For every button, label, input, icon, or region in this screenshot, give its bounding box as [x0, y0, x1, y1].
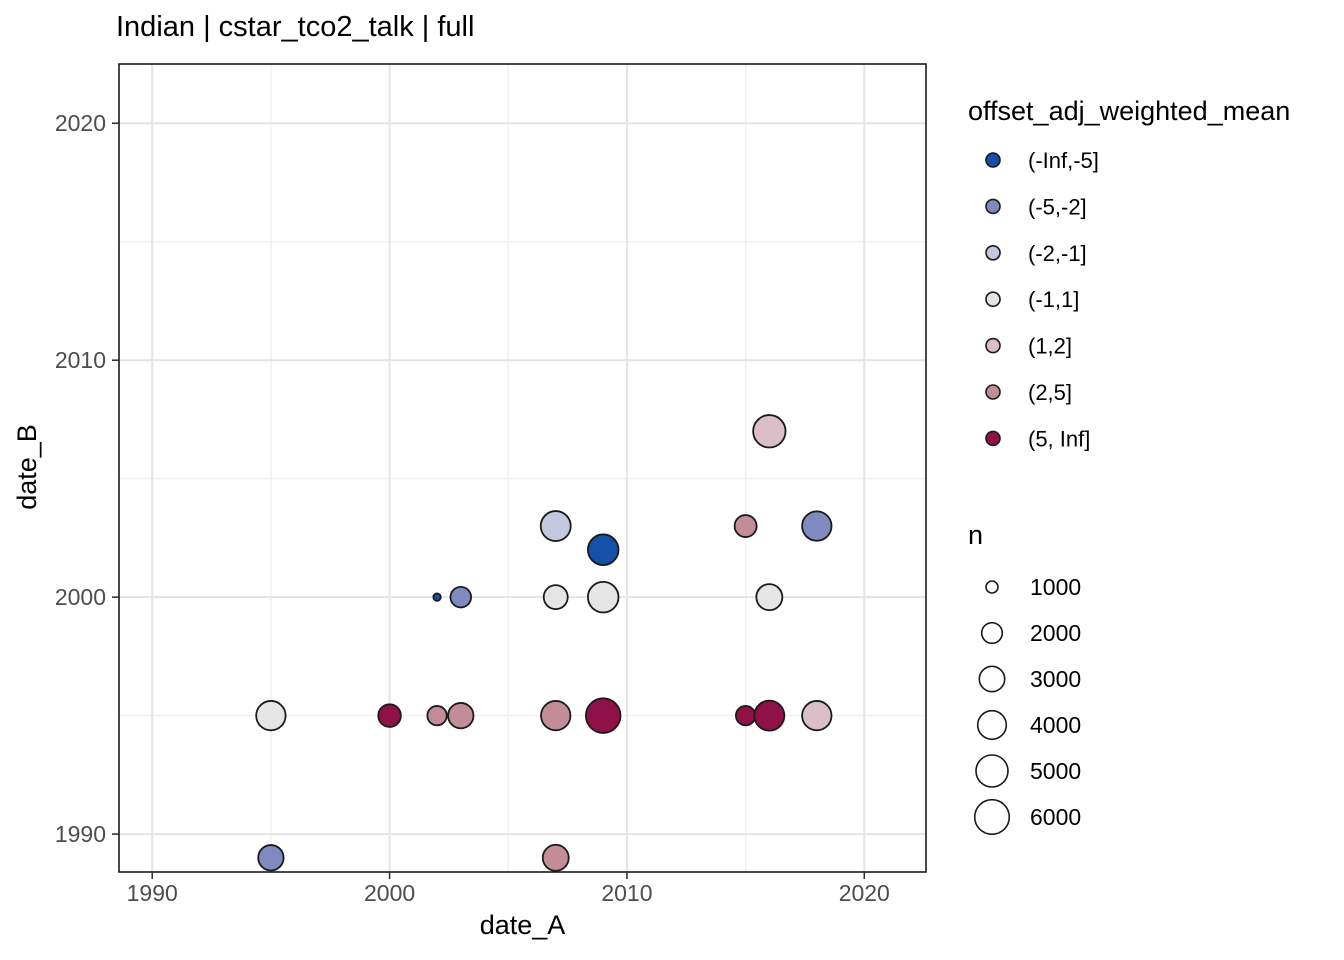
- points-layer: [255, 414, 833, 872]
- data-point: [801, 700, 833, 732]
- size-legend-key: [978, 665, 1006, 693]
- data-point: [585, 697, 622, 734]
- panel-border: [118, 63, 927, 873]
- data-point: [540, 700, 572, 732]
- data-point: [801, 510, 833, 542]
- x-tick-label: 1990: [127, 880, 178, 906]
- x-tick-label: 2020: [839, 880, 890, 906]
- y-tick-label: 2010: [55, 347, 106, 373]
- color-legend-label: (5, Inf]: [1028, 426, 1090, 451]
- size-legend-key: [975, 754, 1009, 788]
- color-legend-label: (-Inf,-5]: [1028, 148, 1099, 173]
- color-legend-key: [985, 152, 1001, 168]
- panel-background: [119, 64, 926, 872]
- size-legend-key: [980, 621, 1004, 645]
- data-point: [753, 699, 786, 732]
- data-point: [255, 700, 287, 732]
- x-tick-label: 2000: [364, 880, 415, 906]
- color-legend-label: (2,5]: [1028, 380, 1072, 405]
- color-legend-key: [985, 291, 1001, 308]
- data-point: [587, 533, 620, 566]
- data-point: [432, 592, 442, 602]
- size-legend-label: 2000: [1030, 620, 1081, 646]
- data-point: [377, 703, 402, 728]
- y-axis-title: date_B: [12, 424, 42, 510]
- size-legend-label: 1000: [1030, 574, 1081, 600]
- data-point: [735, 705, 757, 727]
- color-legend-label: (1,2]: [1028, 334, 1072, 359]
- y-tick-label: 2020: [55, 110, 106, 136]
- size-legend-key: [985, 580, 999, 594]
- color-legend-key: [985, 384, 1001, 400]
- color-legend-key: [985, 198, 1001, 215]
- data-point: [426, 705, 448, 727]
- size-legend-key: [976, 709, 1008, 741]
- color-legend-title: offset_adj_weighted_mean: [968, 96, 1291, 126]
- color-legend-key: [985, 245, 1001, 261]
- data-point: [587, 580, 620, 614]
- color-legend-label: (-5,-2]: [1028, 194, 1087, 219]
- color-legend-key: [985, 430, 1001, 447]
- data-point: [257, 844, 285, 872]
- size-legend-label: 3000: [1030, 666, 1081, 692]
- x-tick-label: 2010: [601, 880, 652, 906]
- data-point: [447, 702, 475, 730]
- size-legend-label: 6000: [1030, 804, 1081, 830]
- color-legend-key: [985, 337, 1001, 354]
- plot-title: Indian | cstar_tco2_talk | full: [116, 11, 475, 43]
- size-legend-label: 5000: [1030, 758, 1081, 784]
- data-point: [449, 585, 472, 609]
- data-point: [542, 584, 569, 611]
- size-legend-label: 4000: [1030, 712, 1081, 738]
- data-point: [752, 414, 787, 449]
- y-tick-label: 2000: [55, 584, 106, 610]
- data-point: [733, 514, 758, 538]
- color-legend-label: (-2,-1]: [1028, 241, 1087, 266]
- data-point: [539, 510, 572, 542]
- size-legend-key: [973, 798, 1011, 836]
- data-point: [541, 843, 570, 872]
- y-tick-label: 1990: [55, 821, 106, 847]
- size-legend-title: n: [968, 520, 984, 550]
- x-axis-title: date_A: [479, 910, 566, 940]
- data-point: [755, 583, 784, 612]
- color-legend-label: (-1,1]: [1028, 287, 1079, 312]
